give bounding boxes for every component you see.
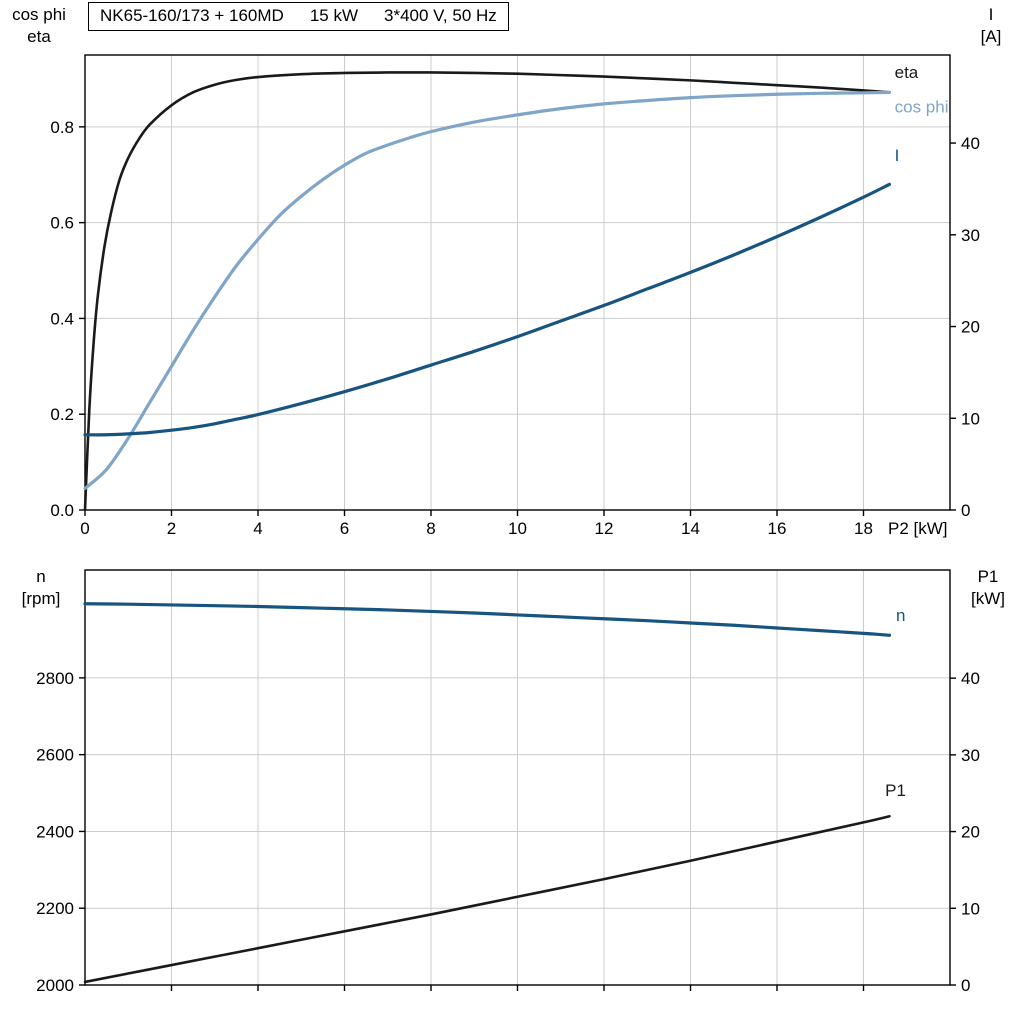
svg-text:14: 14	[681, 519, 700, 538]
power-axis-title-line2: [kW]	[971, 589, 1005, 608]
svg-text:40: 40	[961, 134, 980, 153]
speed-axis-title-line1: n	[36, 567, 46, 586]
svg-text:n: n	[896, 606, 905, 625]
speed-axis-title-line2: [rpm]	[21, 589, 61, 608]
svg-text:30: 30	[961, 746, 980, 765]
svg-text:20: 20	[961, 318, 980, 337]
svg-text:18: 18	[854, 519, 873, 538]
svg-text:2000: 2000	[36, 976, 74, 995]
svg-text:I: I	[895, 146, 900, 165]
svg-text:2600: 2600	[36, 746, 74, 765]
supply-label: 3*400 V, 50 Hz	[384, 6, 497, 25]
svg-text:6: 6	[340, 519, 349, 538]
svg-text:10: 10	[508, 519, 527, 538]
svg-text:2: 2	[167, 519, 176, 538]
left-axis-title-line1: cos phi	[12, 5, 66, 24]
right-axis-title-line2: [A]	[980, 27, 1002, 46]
pump-model-label: NK65-160/173 + 160MD	[100, 6, 284, 25]
svg-text:cos phi: cos phi	[895, 98, 949, 117]
svg-text:0.8: 0.8	[50, 118, 74, 137]
left-axis-title-line2: eta	[27, 27, 51, 46]
bottom-chart-left-axis-title: n [rpm]	[10, 566, 72, 610]
svg-text:10: 10	[961, 409, 980, 428]
right-axis-title-line1: I	[988, 5, 994, 24]
top-chart-left-axis-title: cos phi eta	[4, 4, 74, 48]
svg-text:2800: 2800	[36, 669, 74, 688]
power-axis-title-line1: P1	[977, 567, 999, 586]
svg-text:eta: eta	[895, 63, 919, 82]
svg-text:0.2: 0.2	[50, 405, 74, 424]
svg-text:2400: 2400	[36, 822, 74, 841]
svg-text:0: 0	[961, 501, 970, 520]
motor-power-label: 15 kW	[309, 6, 358, 25]
svg-text:2200: 2200	[36, 899, 74, 918]
svg-text:0.6: 0.6	[50, 214, 74, 233]
bottom-chart-right-axis-title: P1 [kW]	[958, 566, 1018, 610]
svg-text:0: 0	[80, 519, 89, 538]
svg-text:P2 [kW]: P2 [kW]	[888, 519, 948, 538]
svg-text:8: 8	[426, 519, 435, 538]
svg-text:40: 40	[961, 669, 980, 688]
svg-text:P1: P1	[885, 781, 906, 800]
svg-text:10: 10	[961, 899, 980, 918]
svg-text:0: 0	[961, 976, 970, 995]
speed-power-chart: 2000 2200 2400 2600 2800 0 10 20 30 40 n P1	[36, 569, 980, 995]
svg-text:16: 16	[768, 519, 787, 538]
top-chart-right-axis-title: I [A]	[968, 4, 1014, 48]
chart-title-box: NK65-160/173 + 160MD 15 kW 3*400 V, 50 H…	[88, 2, 509, 31]
svg-text:12: 12	[595, 519, 614, 538]
efficiency-current-chart: 0 2 4 6 8 10 12 14 16 18 P2 [kW] 0.0 0.2 0.4 0.6 0.8 0 10…	[50, 54, 980, 538]
svg-text:4: 4	[253, 519, 262, 538]
svg-text:0.0: 0.0	[50, 501, 74, 520]
svg-text:30: 30	[961, 226, 980, 245]
svg-text:0.4: 0.4	[50, 309, 74, 328]
svg-text:20: 20	[961, 823, 980, 842]
